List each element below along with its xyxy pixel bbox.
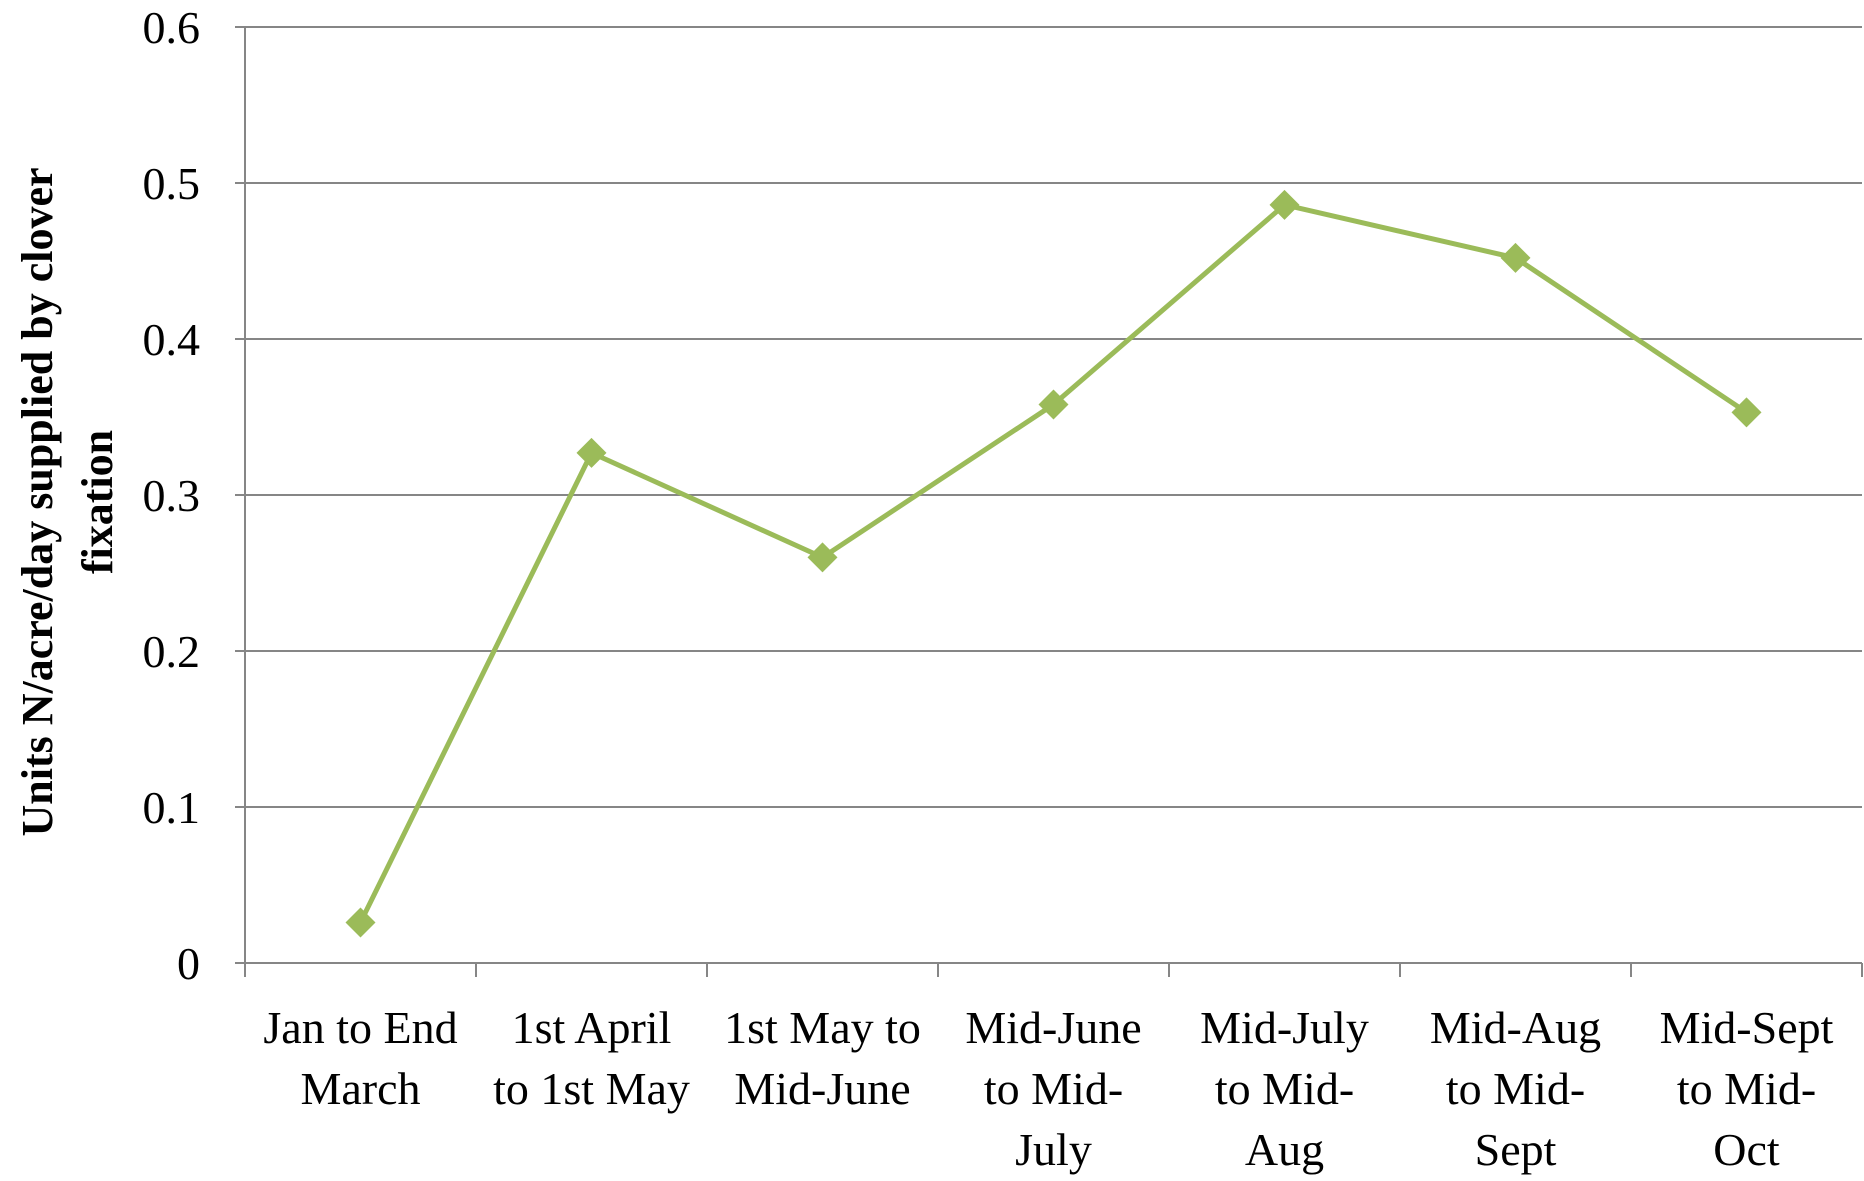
data-point-marker — [1269, 189, 1300, 220]
x-category-label-line: Mid-June — [734, 1063, 910, 1114]
x-category-label: 1st April to 1st May — [493, 1002, 690, 1114]
y-tick-label: 0.4 — [143, 314, 201, 365]
data-point-marker — [807, 542, 838, 573]
x-category-label-line: Mid-June — [965, 1002, 1141, 1053]
y-tick-label: 0.5 — [143, 158, 201, 209]
axis-titles: Units N/acre/day supplied by clover fixat… — [13, 167, 122, 836]
axes — [235, 26, 1863, 977]
y-axis-title-line: fixation — [73, 430, 122, 574]
series — [345, 189, 1762, 938]
x-category-label-line: to 1st May — [493, 1063, 690, 1114]
x-category-label: Mid-Aug to Mid- Sept — [1430, 1002, 1601, 1175]
x-category-label-line: Sept — [1475, 1124, 1557, 1175]
x-category-labels: Jan to End March 1st April to 1st May 1st Ma… — [263, 1002, 1833, 1175]
x-category-label: Jan to End March — [263, 1002, 457, 1114]
y-tick-label: 0.3 — [143, 470, 201, 521]
y-tick-label: 0.1 — [143, 782, 201, 833]
x-category-label-line: to Mid- — [984, 1063, 1123, 1114]
x-category-label-line: Mid-July — [1200, 1002, 1369, 1053]
data-point-marker — [576, 437, 607, 468]
x-category-label-line: Oct — [1713, 1124, 1780, 1175]
x-category-label-line: to Mid- — [1677, 1063, 1816, 1114]
y-tick-labels: 0 0.1 0.2 0.3 0.4 0.5 0.6 — [143, 2, 201, 989]
y-tick-label: 0.6 — [143, 2, 201, 53]
x-category-label-line: Mid-Sept — [1660, 1002, 1834, 1053]
x-category-label: Mid-July to Mid- Aug — [1200, 1002, 1369, 1175]
x-category-label: Mid-June to Mid- July — [965, 1002, 1141, 1175]
x-category-label-line: Mid-Aug — [1430, 1002, 1601, 1053]
y-tick-label: 0.2 — [143, 626, 201, 677]
data-point-marker — [1731, 397, 1762, 428]
data-point-marker — [1500, 242, 1531, 273]
data-point-marker — [1038, 389, 1069, 420]
x-category-label: 1st May to Mid-June — [724, 1002, 921, 1114]
series-line — [358, 202, 1748, 924]
y-axis-title: Units N/acre/day supplied by clover fixat… — [13, 167, 122, 836]
x-category-label-line: to Mid- — [1215, 1063, 1354, 1114]
x-category-label-line: 1st April — [512, 1002, 672, 1053]
x-category-label-line: Aug — [1245, 1124, 1324, 1175]
x-category-label-line: March — [300, 1063, 420, 1114]
x-category-label-line: Jan to End — [263, 1002, 457, 1053]
x-category-label-line: 1st May to — [724, 1002, 921, 1053]
gridlines — [245, 26, 1862, 808]
x-category-label-line: July — [1015, 1124, 1092, 1175]
x-category-label-line: to Mid- — [1446, 1063, 1585, 1114]
y-tick-label: 0 — [177, 938, 200, 989]
data-point-marker — [345, 907, 376, 938]
y-axis-title-line: Units N/acre/day supplied by clover — [13, 167, 62, 836]
x-category-label: Mid-Sept to Mid- Oct — [1660, 1002, 1834, 1175]
